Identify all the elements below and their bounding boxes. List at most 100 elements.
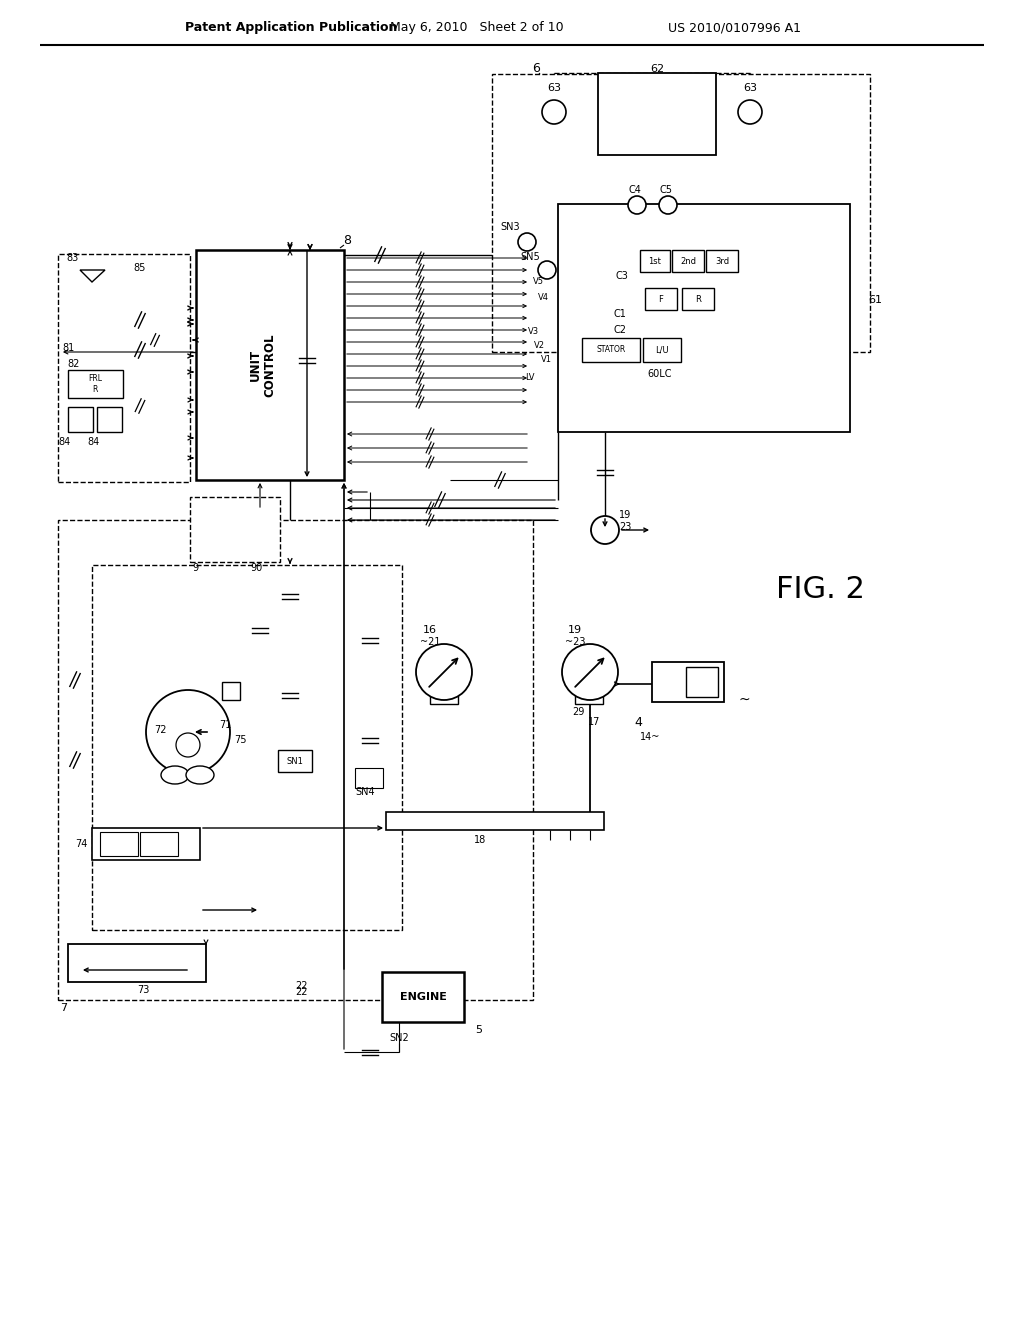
Text: C1: C1	[613, 309, 627, 319]
Text: F: F	[658, 294, 664, 304]
Bar	[652, 663, 724, 702]
Bar	[640, 249, 670, 272]
Text: 17: 17	[588, 717, 600, 727]
Bar	[68, 944, 206, 982]
Text: 90: 90	[250, 564, 262, 573]
Text: 63: 63	[547, 83, 561, 92]
Text: 22: 22	[296, 987, 308, 997]
Text: 84: 84	[58, 437, 71, 447]
Bar	[68, 370, 123, 399]
Text: C2: C2	[613, 325, 627, 335]
Bar	[196, 249, 344, 480]
Bar	[58, 520, 534, 1001]
Text: 60LC: 60LC	[648, 370, 672, 379]
Circle shape	[416, 644, 472, 700]
Bar	[686, 667, 718, 697]
Circle shape	[176, 733, 200, 756]
Circle shape	[146, 690, 230, 774]
Bar	[382, 972, 464, 1022]
Text: 22: 22	[296, 981, 308, 991]
Circle shape	[628, 195, 646, 214]
Bar	[190, 498, 280, 562]
Text: 74: 74	[76, 840, 88, 849]
Text: SN2: SN2	[389, 1034, 409, 1043]
Text: 14~: 14~	[640, 733, 660, 742]
Text: STATOR: STATOR	[596, 346, 626, 355]
Text: V5: V5	[532, 277, 544, 286]
Text: 5: 5	[475, 1026, 482, 1035]
Bar	[575, 684, 603, 704]
Text: 9: 9	[193, 564, 198, 573]
Bar	[672, 249, 705, 272]
Text: C4: C4	[629, 185, 641, 195]
Text: 82: 82	[67, 359, 80, 370]
Text: 4: 4	[634, 715, 642, 729]
Text: 85: 85	[134, 263, 146, 273]
Text: SN1: SN1	[287, 756, 303, 766]
Bar	[492, 74, 870, 352]
Text: 71: 71	[219, 719, 231, 730]
Bar	[386, 812, 604, 830]
Text: 6: 6	[532, 62, 540, 74]
Text: 2nd: 2nd	[680, 256, 696, 265]
Text: 63: 63	[743, 83, 757, 92]
Text: 62: 62	[650, 63, 664, 74]
Text: 8: 8	[343, 234, 351, 247]
Text: 18: 18	[474, 836, 486, 845]
Ellipse shape	[186, 766, 214, 784]
Bar	[582, 338, 640, 362]
Text: FIG. 2: FIG. 2	[775, 576, 864, 605]
Bar	[558, 205, 850, 432]
Bar	[92, 828, 200, 861]
Text: 1st: 1st	[648, 256, 662, 265]
Bar	[92, 565, 402, 931]
Circle shape	[542, 100, 566, 124]
Text: V2: V2	[534, 342, 545, 351]
Bar	[706, 249, 738, 272]
Circle shape	[659, 195, 677, 214]
Text: R: R	[695, 294, 701, 304]
Bar	[430, 684, 458, 704]
Bar	[278, 750, 312, 772]
Text: SN5: SN5	[520, 252, 540, 261]
Text: 19: 19	[568, 624, 582, 635]
Circle shape	[562, 644, 618, 700]
Text: C3: C3	[615, 271, 629, 281]
Text: 19: 19	[618, 510, 631, 520]
Bar	[68, 407, 93, 432]
Text: 7: 7	[60, 1003, 68, 1012]
Text: 72: 72	[154, 725, 166, 735]
Bar	[682, 288, 714, 310]
Bar	[355, 768, 383, 788]
Text: ENGINE: ENGINE	[399, 993, 446, 1002]
Text: May 6, 2010   Sheet 2 of 10: May 6, 2010 Sheet 2 of 10	[390, 21, 563, 34]
Text: C5: C5	[659, 185, 673, 195]
Text: V4: V4	[538, 293, 549, 302]
Text: 83: 83	[66, 253, 78, 263]
Polygon shape	[80, 271, 105, 282]
Text: ~: ~	[738, 693, 750, 708]
Circle shape	[591, 516, 618, 544]
Text: US 2010/0107996 A1: US 2010/0107996 A1	[668, 21, 801, 34]
Circle shape	[518, 234, 536, 251]
Text: Patent Application Publication: Patent Application Publication	[185, 21, 397, 34]
Bar	[58, 253, 190, 482]
Bar	[598, 73, 716, 154]
Text: 23: 23	[618, 521, 631, 532]
Bar	[645, 288, 677, 310]
Bar	[100, 832, 138, 855]
Text: CONTROL: CONTROL	[263, 333, 276, 397]
Bar	[140, 832, 178, 855]
Text: FRL
R: FRL R	[88, 375, 102, 393]
Text: 81: 81	[62, 343, 75, 352]
Text: UNIT: UNIT	[249, 348, 261, 381]
Bar	[643, 338, 681, 362]
Text: 84: 84	[87, 437, 99, 447]
Text: SN3: SN3	[500, 222, 520, 232]
Circle shape	[738, 100, 762, 124]
Circle shape	[538, 261, 556, 279]
Text: 16: 16	[423, 624, 437, 635]
Text: L/U: L/U	[655, 346, 669, 355]
Bar	[222, 682, 240, 700]
Text: V3: V3	[527, 327, 539, 337]
